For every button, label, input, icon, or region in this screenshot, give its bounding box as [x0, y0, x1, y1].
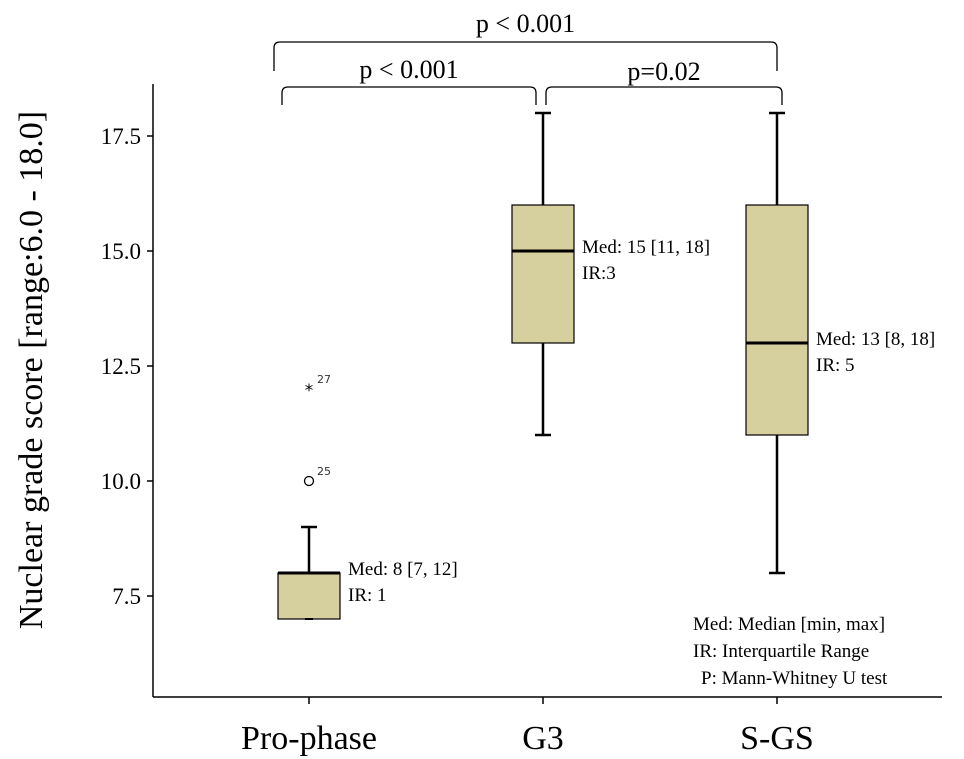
x-tick-label: S-GS — [740, 720, 814, 757]
significance-brackets: p < 0.001 p=0.02 p < 0.001 — [273, 9, 783, 105]
iqr-box — [511, 204, 575, 344]
y-tick-label: 10.0 — [101, 469, 141, 494]
iqr-box — [745, 204, 809, 436]
outlier-star: * — [305, 381, 314, 401]
box-annotation-line: IR: 5 — [816, 355, 855, 376]
legend-notes: Med: Median [min, max] IR: Interquartile … — [693, 614, 888, 689]
y-axis-label: Nuclear grade score [range:6.0 - 18.0] — [13, 111, 50, 629]
outlier-label: 25 — [317, 465, 331, 478]
bracket-line — [281, 86, 537, 105]
y-ticks: 7.5 10.0 12.5 15.0 17.5 — [101, 124, 153, 609]
box-annotation-line: Med: 15 [11, 18] — [582, 237, 710, 258]
bracket-label: p < 0.001 — [359, 55, 458, 84]
legend-note: IR: Interquartile Range — [693, 641, 869, 662]
boxes: 25 *27 — [277, 111, 809, 620]
legend-note: Med: Median [min, max] — [693, 614, 885, 635]
bracket-label: p < 0.001 — [476, 9, 575, 38]
box-annotations: Med: 8 [7, 12] IR: 1 Med: 15 [11, 18] IR:3 M… — [348, 237, 935, 606]
y-tick-label: 15.0 — [101, 239, 141, 264]
x-tick-label: G3 — [522, 720, 564, 757]
bracket-line — [545, 86, 783, 105]
x-tick-label: Pro-phase — [241, 720, 377, 757]
box-annotation-line: Med: 13 [8, 18] — [816, 329, 935, 350]
outlier-label: 27 — [317, 373, 331, 386]
x-categories: Pro-phase G3 S-GS — [241, 697, 814, 757]
y-tick-label: 17.5 — [101, 124, 141, 149]
iqr-box — [277, 572, 341, 620]
box-annotation-line: Med: 8 [7, 12] — [348, 559, 458, 580]
bracket-line — [273, 41, 778, 71]
y-tick-label: 12.5 — [101, 354, 141, 379]
legend-note: P: Mann-Whitney U test — [701, 668, 888, 689]
box-annotation-line: IR:3 — [582, 263, 616, 284]
box-annotation-line: IR: 1 — [348, 585, 387, 606]
bracket-label: p=0.02 — [627, 57, 700, 86]
outlier-circle — [303, 475, 315, 487]
y-tick-label: 7.5 — [112, 584, 141, 609]
